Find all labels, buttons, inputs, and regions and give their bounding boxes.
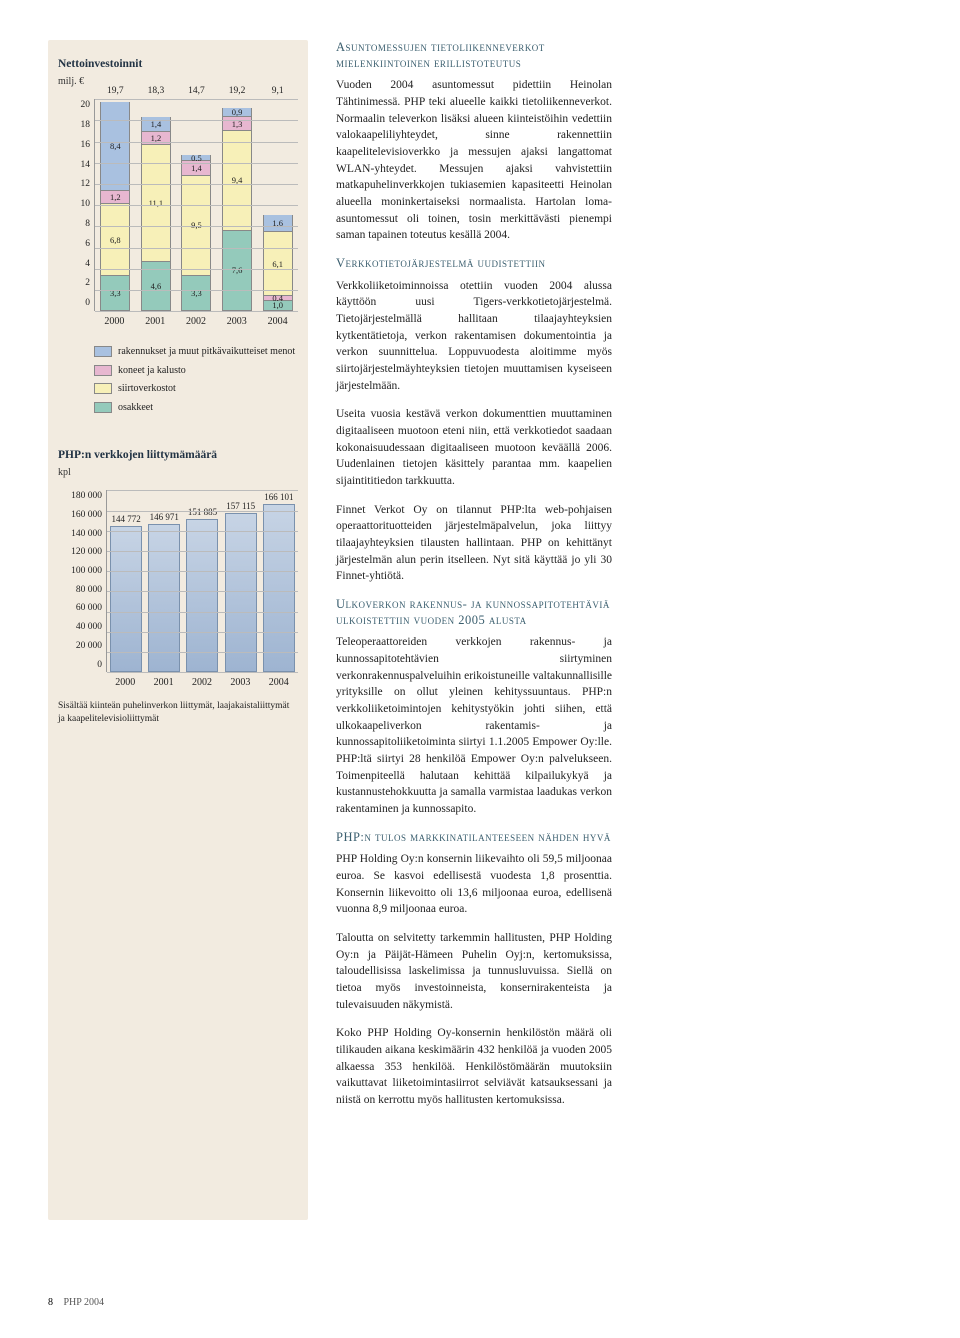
chart1-y-axis: 20181614121086420 [58,99,94,311]
page-number: 8 [48,1297,53,1308]
article-body: Asuntomessujen tietoliikenneverkot miele… [336,40,912,1220]
charts-sidebar: Nettoinvestoinnit milj. € 20181614121086… [48,40,308,1220]
heading-verkkotieto: Verkkotietojärjestelmä uudistettiin [336,256,612,272]
heading-asuntomessut: Asuntomessujen tietoliikenneverkot miele… [336,40,612,71]
chart2-plot: 144 772146 971151 885157 115166 101 [106,490,298,672]
chart1-legend: rakennukset ja muut pitkävaikutteiset me… [94,345,298,415]
para: Verkkoliiketoiminnoissa otettiin vuoden … [336,278,612,395]
para: Koko PHP Holding Oy-konsernin henkilöstö… [336,1025,612,1108]
chart1-plot: 19,78,41,26,83,318,31,41,211,14,614,70,5… [94,99,298,311]
para: Finnet Verkot Oy on tilannut PHP:lta web… [336,502,612,585]
chart1-x-labels: 20002001200220032004 [94,315,298,330]
subscriptions-chart: PHP:n verkkojen liittymämäärä kpl 180 00… [58,447,298,725]
para: Vuoden 2004 asuntomessut pidettiin Heino… [336,77,612,244]
chart1-title: Nettoinvestoinnit [58,56,298,73]
footer-label: PHP 2004 [64,1297,104,1308]
chart1-unit: milj. € [58,75,298,90]
page-footer: 8 PHP 2004 [48,1296,104,1311]
chart2-title: PHP:n verkkojen liittymämäärä [58,447,298,464]
heading-ulkoverkko: Ulkoverkon rakennus- ja kunnossapitoteht… [336,597,612,628]
net-investments-chart: Nettoinvestoinnit milj. € 20181614121086… [58,56,298,415]
para: PHP Holding Oy:n konsernin liikevaihto o… [336,851,612,918]
chart2-x-labels: 20002001200220032004 [106,676,298,691]
heading-tulos: PHP:n tulos markkinatilanteeseen nähden … [336,830,612,846]
chart2-y-axis: 180 000160 000140 000120 000100 00080 00… [58,490,106,672]
para: Useita vuosia kestävä verkon dokumenttie… [336,406,612,489]
chart2-unit: kpl [58,466,298,481]
para: Teleoperaattoreiden verkkojen rakennus- … [336,634,612,817]
chart2-footnote: Sisältää kiinteän puhelinverkon liittymä… [58,700,298,725]
para: Taloutta on selvitetty tarkemmin hallitu… [336,930,612,1013]
